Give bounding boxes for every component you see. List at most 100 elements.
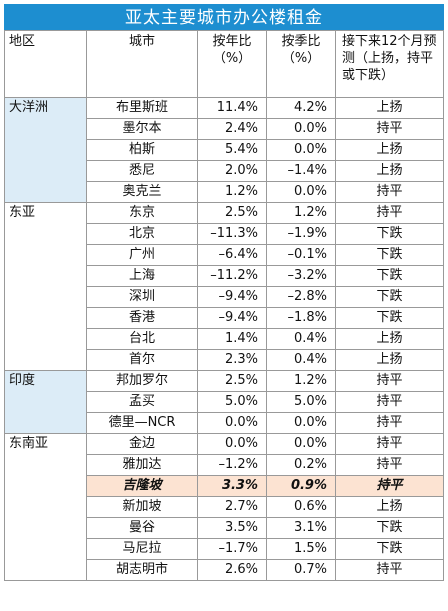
cell-qoq: 0.0% bbox=[266, 118, 336, 140]
cell-city: 金边 bbox=[86, 433, 198, 455]
table-row: 上海 –11.2% –3.2% 下跌 bbox=[5, 265, 444, 287]
cell-outlook: 持平 bbox=[335, 391, 444, 413]
cell-qoq: 0.9% bbox=[266, 475, 336, 497]
region-india: 印度 bbox=[4, 370, 87, 434]
cell-yoy: 2.7% bbox=[197, 496, 267, 518]
table-row: 印度 邦加罗尔 2.5% 1.2% 持平 bbox=[4, 370, 444, 434]
cell-yoy: 1.4% bbox=[197, 328, 267, 350]
cell-yoy: –9.4% bbox=[197, 286, 267, 308]
region-oceania: 大洋洲 bbox=[4, 97, 87, 203]
cell-qoq: 0.2% bbox=[266, 454, 336, 476]
table-row: 马尼拉 –1.7% 1.5% 下跌 bbox=[5, 538, 444, 560]
cell-outlook: 下跌 bbox=[335, 286, 444, 308]
cell-yoy: 1.2% bbox=[197, 181, 267, 203]
cell-city: 吉隆坡 bbox=[86, 475, 198, 497]
cell-outlook: 下跌 bbox=[335, 517, 444, 539]
cell-outlook: 上扬 bbox=[335, 160, 444, 182]
cell-outlook: 持平 bbox=[335, 412, 444, 434]
cell-yoy: 0.0% bbox=[197, 412, 267, 434]
cell-outlook: 下跌 bbox=[335, 223, 444, 245]
cell-city: 布里斯班 bbox=[86, 97, 198, 119]
cell-outlook: 持平 bbox=[335, 559, 444, 581]
cell-outlook: 下跌 bbox=[335, 307, 444, 329]
table-row: 悉尼 2.0% –1.4% 上扬 bbox=[5, 160, 444, 182]
table-row: 奥克兰 1.2% 0.0% 持平 bbox=[5, 181, 444, 203]
cell-outlook: 下跌 bbox=[335, 538, 444, 560]
cell-city: 德里—NCR bbox=[86, 412, 198, 434]
header-city: 城市 bbox=[86, 30, 198, 98]
cell-outlook: 持平 bbox=[335, 118, 444, 140]
cell-city: 东京 bbox=[86, 202, 198, 224]
cell-outlook: 下跌 bbox=[335, 265, 444, 287]
cell-outlook: 持平 bbox=[335, 202, 444, 224]
cell-yoy: –11.3% bbox=[197, 223, 267, 245]
cell-outlook: 持平 bbox=[335, 181, 444, 203]
cell-city: 深圳 bbox=[86, 286, 198, 308]
cell-city: 香港 bbox=[86, 307, 198, 329]
table-row: 北京 –11.3% –1.9% 下跌 bbox=[5, 223, 444, 245]
cell-city: 孟买 bbox=[86, 391, 198, 413]
cell-city: 柏斯 bbox=[86, 139, 198, 161]
cell-city: 马尼拉 bbox=[86, 538, 198, 560]
cell-city: 北京 bbox=[86, 223, 198, 245]
table-row: 胡志明市 2.6% 0.7% 持平 bbox=[5, 559, 444, 581]
table-row: 曼谷 3.5% 3.1% 下跌 bbox=[5, 517, 444, 539]
cell-city: 邦加罗尔 bbox=[86, 370, 198, 392]
cell-qoq: –0.1% bbox=[266, 244, 336, 266]
cell-yoy: –9.4% bbox=[197, 307, 267, 329]
cell-outlook: 上扬 bbox=[335, 97, 444, 119]
cell-qoq: 1.5% bbox=[266, 538, 336, 560]
cell-yoy: 2.5% bbox=[197, 370, 267, 392]
cell-city: 首尔 bbox=[86, 349, 198, 371]
cell-city: 奥克兰 bbox=[86, 181, 198, 203]
table-row: 东南亚 金边 0.0% 0.0% 持平 bbox=[4, 433, 444, 581]
header-qoq: 按季比（%） bbox=[266, 30, 336, 98]
cell-yoy: 2.0% bbox=[197, 160, 267, 182]
cell-qoq: 0.0% bbox=[266, 433, 336, 455]
header-row: 地区 城市 按年比（%） 按季比（%） 接下来12个月预测（上扬，持平或下跌） bbox=[4, 30, 444, 98]
cell-qoq: 0.0% bbox=[266, 181, 336, 203]
cell-city: 广州 bbox=[86, 244, 198, 266]
cell-outlook: 上扬 bbox=[335, 328, 444, 350]
cell-yoy: 2.6% bbox=[197, 559, 267, 581]
cell-qoq: 0.4% bbox=[266, 328, 336, 350]
cell-yoy: –1.7% bbox=[197, 538, 267, 560]
cell-yoy: 2.4% bbox=[197, 118, 267, 140]
cell-yoy: 2.5% bbox=[197, 202, 267, 224]
cell-qoq: 0.7% bbox=[266, 559, 336, 581]
region-southeast-asia: 东南亚 bbox=[4, 433, 87, 581]
rent-table-container: 亚太主要城市办公楼租金 地区 城市 按年比（%） 按季比（%） 接下来12个月预… bbox=[4, 4, 444, 581]
cell-qoq: 0.6% bbox=[266, 496, 336, 518]
cell-qoq: 0.0% bbox=[266, 412, 336, 434]
cell-yoy: 5.0% bbox=[197, 391, 267, 413]
cell-city: 墨尔本 bbox=[86, 118, 198, 140]
header-region: 地区 bbox=[4, 30, 87, 98]
cell-outlook: 上扬 bbox=[335, 139, 444, 161]
table-row: 广州 –6.4% –0.1% 下跌 bbox=[5, 244, 444, 266]
cell-qoq: –1.8% bbox=[266, 307, 336, 329]
cell-qoq: –1.9% bbox=[266, 223, 336, 245]
cell-city: 胡志明市 bbox=[86, 559, 198, 581]
cell-city: 雅加达 bbox=[86, 454, 198, 476]
cell-qoq: 3.1% bbox=[266, 517, 336, 539]
cell-qoq: 5.0% bbox=[266, 391, 336, 413]
cell-qoq: –2.8% bbox=[266, 286, 336, 308]
cell-yoy: 3.3% bbox=[197, 475, 267, 497]
cell-city: 台北 bbox=[86, 328, 198, 350]
cell-qoq: 0.4% bbox=[266, 349, 336, 371]
table-row: 香港 –9.4% –1.8% 下跌 bbox=[5, 307, 444, 329]
cell-qoq: 1.2% bbox=[266, 370, 336, 392]
table-row-highlighted: 吉隆坡 3.3% 0.9% 持平 bbox=[5, 475, 444, 497]
cell-outlook: 下跌 bbox=[335, 244, 444, 266]
cell-yoy: –6.4% bbox=[197, 244, 267, 266]
cell-outlook: 持平 bbox=[335, 433, 444, 455]
cell-outlook: 持平 bbox=[335, 370, 444, 392]
table-row: 孟买 5.0% 5.0% 持平 bbox=[5, 391, 444, 413]
cell-outlook: 上扬 bbox=[335, 496, 444, 518]
cell-yoy: 0.0% bbox=[197, 433, 267, 455]
table-row: 台北 1.4% 0.4% 上扬 bbox=[5, 328, 444, 350]
cell-qoq: 1.2% bbox=[266, 202, 336, 224]
cell-yoy: 5.4% bbox=[197, 139, 267, 161]
table-title: 亚太主要城市办公楼租金 bbox=[4, 4, 444, 30]
cell-outlook: 上扬 bbox=[335, 349, 444, 371]
